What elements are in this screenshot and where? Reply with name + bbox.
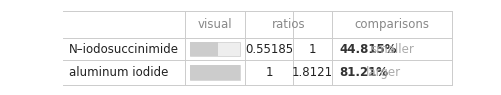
Text: 44.815%: 44.815%: [338, 43, 396, 56]
Text: ratios: ratios: [271, 18, 305, 31]
Text: 0.55185: 0.55185: [244, 43, 293, 56]
Text: comparisons: comparisons: [354, 18, 428, 31]
Text: 81.21%: 81.21%: [338, 66, 387, 79]
FancyBboxPatch shape: [189, 42, 217, 56]
Text: 1: 1: [308, 43, 316, 56]
Text: visual: visual: [197, 18, 232, 31]
Text: aluminum iodide: aluminum iodide: [69, 66, 168, 79]
Text: smaller: smaller: [370, 43, 413, 56]
Text: 1.8121: 1.8121: [292, 66, 333, 79]
FancyBboxPatch shape: [189, 42, 239, 56]
FancyBboxPatch shape: [189, 65, 239, 80]
Text: N–iodosuccinimide: N–iodosuccinimide: [69, 43, 178, 56]
Text: larger: larger: [365, 66, 400, 79]
Text: 1: 1: [265, 66, 272, 79]
FancyBboxPatch shape: [189, 65, 239, 80]
